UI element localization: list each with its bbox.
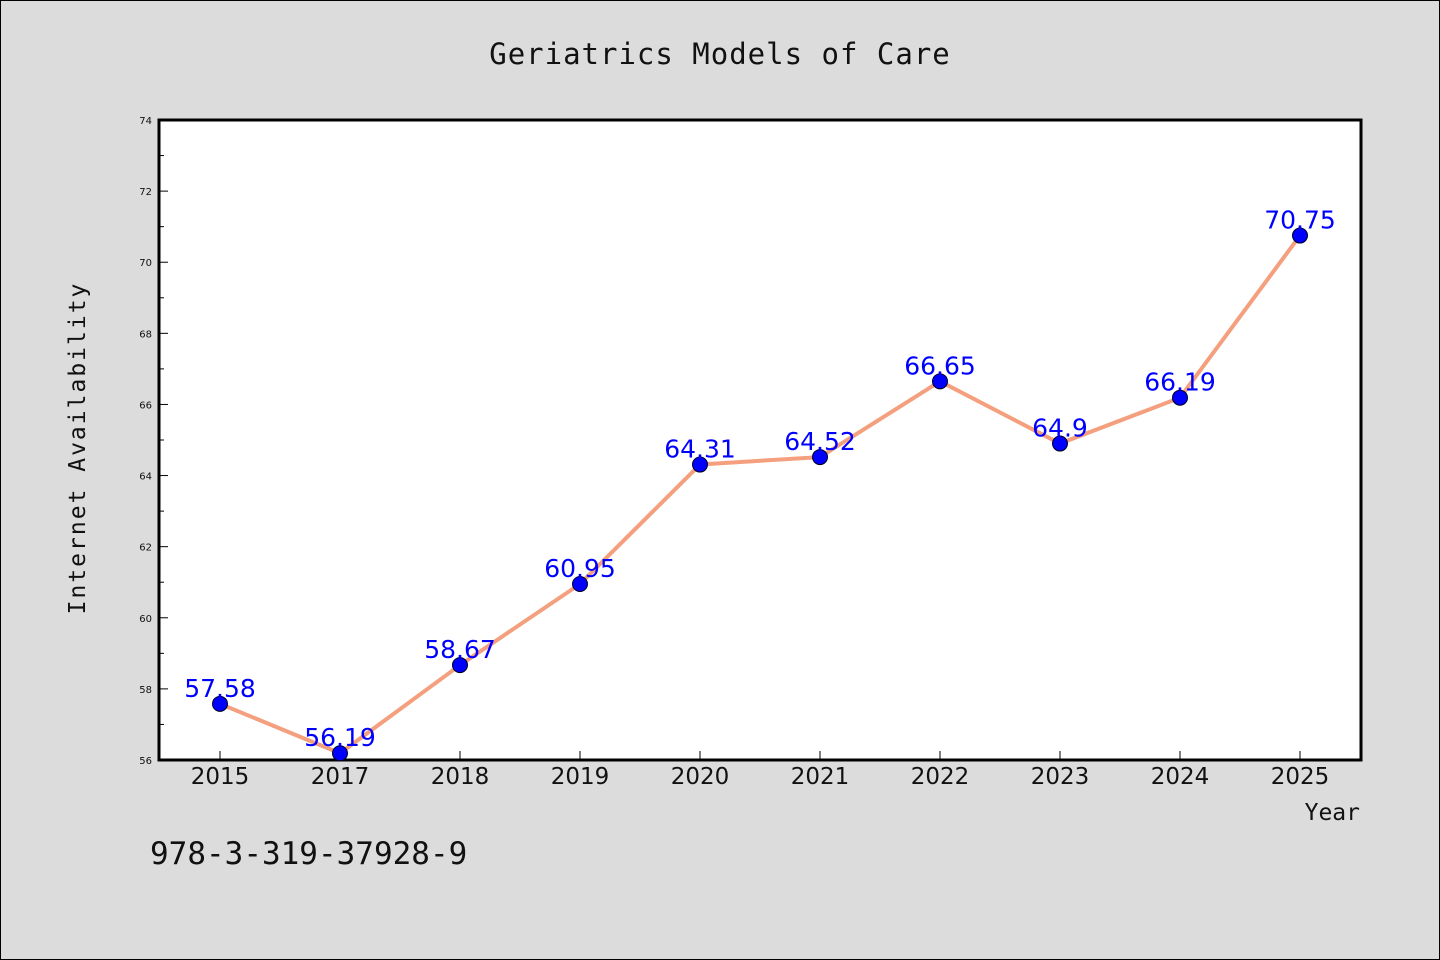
- y-tick-label: 66: [139, 400, 152, 411]
- x-axis-label: Year: [1305, 800, 1360, 826]
- data-label: 58.67: [424, 635, 496, 664]
- data-point: [332, 745, 348, 762]
- x-tick-label: 2025: [1271, 764, 1330, 790]
- y-tick-label: 60: [139, 614, 152, 625]
- x-axis: 2015 2017 2018 2019 2020 2021 2022 2023 2024 2025: [191, 751, 1330, 790]
- data-point: [932, 373, 948, 390]
- x-tick-label: 2024: [1151, 764, 1210, 790]
- y-axis-label: Internet Availability: [65, 282, 91, 615]
- data-labels: 57.58 56.19 58.67 60.95 64.31 64.52 66.65 64.9 6…: [184, 206, 1336, 753]
- data-label: 60.95: [544, 554, 616, 583]
- y-tick-label: 74: [139, 116, 152, 127]
- data-label: 64.9: [1032, 414, 1088, 443]
- x-tick-label: 2019: [551, 764, 610, 790]
- data-label: 56.19: [304, 723, 376, 752]
- y-tick-label: 70: [139, 258, 152, 269]
- y-tick-label: 58: [139, 685, 152, 696]
- data-point: [212, 695, 228, 712]
- series-markers: [212, 227, 1308, 762]
- data-label: 64.52: [784, 427, 856, 456]
- chart-title: Geriatrics Models of Care: [489, 37, 951, 71]
- x-tick-label: 2020: [671, 764, 730, 790]
- series-line: [219, 234, 1302, 756]
- y-tick-label: 72: [139, 187, 152, 198]
- y-tick-label: 68: [139, 329, 152, 340]
- data-label: 70.75: [1264, 206, 1336, 235]
- x-tick-label: 2022: [911, 764, 970, 790]
- y-axis: 56 58 60 62 64 66 68 70 72 74: [139, 116, 168, 767]
- data-point: [572, 576, 588, 592]
- x-tick-label: 2023: [1031, 764, 1090, 790]
- data-point: [1292, 227, 1308, 244]
- data-label: 57.58: [184, 674, 256, 703]
- data-label: 66.19: [1144, 368, 1216, 397]
- data-point: [692, 456, 708, 473]
- data-label: 64.31: [664, 435, 736, 464]
- y-tick-label: 56: [139, 756, 152, 767]
- footnote-isbn: 978-3-319-37928-9: [150, 836, 467, 872]
- y-tick-label: 62: [139, 543, 152, 554]
- data-point: [452, 657, 468, 674]
- x-tick-label: 2021: [791, 764, 850, 790]
- data-point: [1052, 435, 1068, 452]
- x-tick-label: 2018: [431, 764, 490, 790]
- plot-area: [157, 118, 1363, 762]
- x-tick-label: 2015: [191, 764, 250, 790]
- x-tick-label: 2017: [311, 764, 370, 790]
- data-point: [812, 449, 828, 466]
- y-tick-label: 64: [139, 472, 152, 483]
- data-label: 66.65: [904, 351, 976, 380]
- data-point: [1172, 389, 1188, 406]
